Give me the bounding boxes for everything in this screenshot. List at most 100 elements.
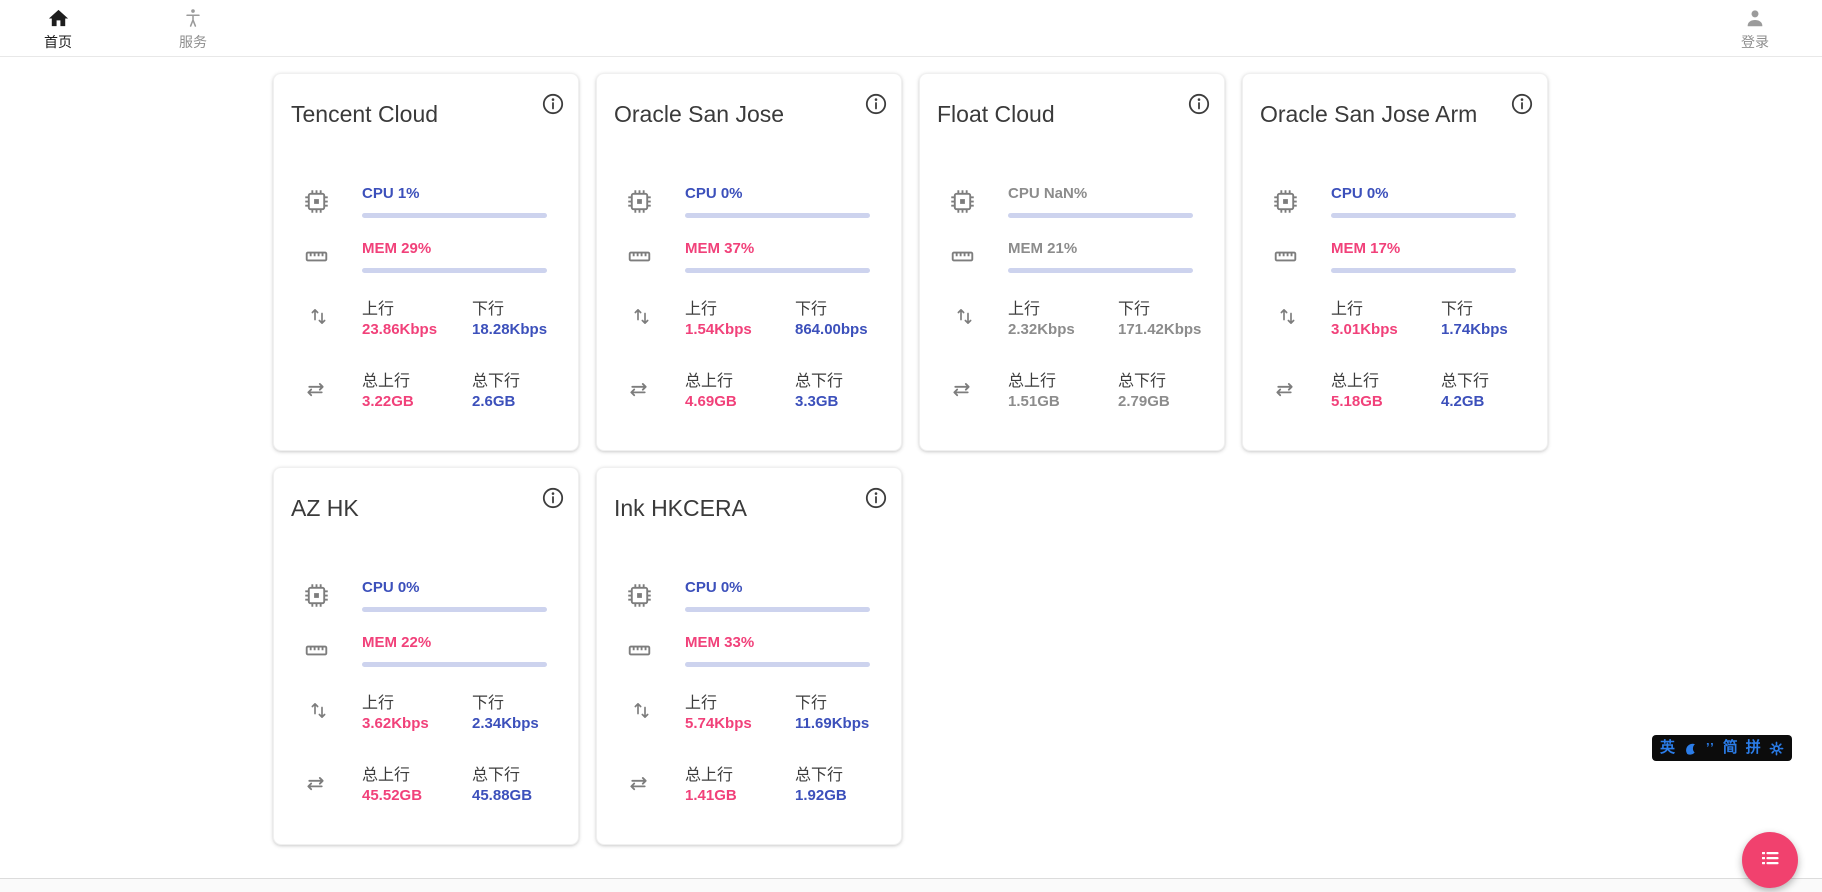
info-button[interactable] [1509, 93, 1535, 119]
info-button[interactable] [540, 487, 566, 513]
left-right-arrows-icon [304, 772, 327, 800]
cpu-progress-bar [362, 213, 547, 218]
total-download-label: 总下行 [1441, 373, 1490, 390]
nav-item-services[interactable]: 服务 [169, 0, 217, 52]
server-card-title: Oracle San Jose Arm [1260, 101, 1478, 127]
cpu-usage-label: CPU 0% [685, 579, 743, 596]
server-card: Ink HKCERA CPU 0% MEM 33% [596, 467, 902, 845]
ruler-icon [1273, 244, 1298, 274]
mem-progress-bar [1008, 268, 1193, 273]
ruler-icon [627, 244, 652, 274]
info-button[interactable] [863, 487, 889, 513]
server-card: Tencent Cloud CPU 1% MEM 29% [273, 73, 579, 451]
top-nav: 首页 服务 登录 [0, 0, 1822, 57]
left-right-arrows-icon [950, 378, 973, 406]
total-download-label: 总下行 [472, 767, 521, 784]
download-value: 11.69Kbps [795, 715, 870, 732]
total-download-value: 4.2GB [1441, 393, 1485, 410]
total-upload-value: 1.51GB [1008, 393, 1060, 410]
total-upload-label: 总上行 [685, 767, 734, 784]
up-down-arrows-icon [308, 306, 329, 332]
upload-label: 上行 [362, 695, 395, 712]
cpu-usage-label: CPU 0% [1331, 185, 1389, 202]
ime-punctuation-mode[interactable]: ’’ [1706, 740, 1715, 755]
ime-english-mode[interactable]: 英 [1660, 739, 1676, 756]
total-download-label: 总下行 [1118, 373, 1167, 390]
info-button[interactable] [863, 93, 889, 119]
nav-item-login[interactable]: 登录 [1731, 0, 1779, 52]
server-list-fab[interactable] [1742, 832, 1798, 888]
total-upload-value: 4.69GB [685, 393, 737, 410]
ime-pinyin-mode[interactable]: 拼 [1745, 739, 1761, 756]
cpu-progress-bar [1008, 213, 1193, 218]
info-button[interactable] [1186, 93, 1212, 119]
chip-icon [950, 189, 975, 219]
info-outline-icon [541, 486, 565, 515]
total-download-label: 总下行 [472, 373, 521, 390]
mem-progress-bar [1331, 268, 1516, 273]
download-label: 下行 [472, 695, 505, 712]
chip-icon [627, 583, 652, 613]
up-down-arrows-icon [631, 700, 652, 726]
download-label: 下行 [1441, 301, 1474, 318]
left-right-arrows-icon [627, 772, 650, 800]
up-down-arrows-icon [308, 700, 329, 726]
download-label: 下行 [472, 301, 505, 318]
mem-usage-label: MEM 21% [1008, 240, 1078, 257]
info-button[interactable] [540, 93, 566, 119]
cpu-progress-bar [362, 607, 547, 612]
nav-login-label: 登录 [1741, 34, 1769, 50]
server-card: AZ HK CPU 0% MEM 22% [273, 467, 579, 845]
total-upload-label: 总上行 [362, 767, 411, 784]
nav-home-label: 首页 [44, 34, 72, 50]
accessibility-person-icon [182, 5, 204, 31]
upload-label: 上行 [1008, 301, 1041, 318]
nav-services-label: 服务 [179, 34, 207, 50]
moon-icon[interactable] [1683, 741, 1698, 756]
download-label: 下行 [795, 695, 828, 712]
upload-label: 上行 [1331, 301, 1364, 318]
ime-simplified-mode[interactable]: 简 [1722, 739, 1738, 756]
server-card-title: Tencent Cloud [291, 101, 439, 127]
cpu-progress-bar [685, 607, 870, 612]
left-right-arrows-icon [304, 378, 327, 406]
mem-usage-label: MEM 17% [1331, 240, 1401, 257]
chip-icon [627, 189, 652, 219]
mem-progress-bar [685, 662, 870, 667]
mem-usage-label: MEM 22% [362, 634, 432, 651]
ruler-icon [950, 244, 975, 274]
server-card-title: Oracle San Jose [614, 101, 785, 127]
upload-value: 23.86Kbps [362, 321, 438, 338]
footer-divider [0, 878, 1822, 892]
total-upload-value: 5.18GB [1331, 393, 1383, 410]
cards-grid: Tencent Cloud CPU 1% MEM 29% [273, 73, 1822, 845]
upload-value: 2.32Kbps [1008, 321, 1075, 338]
total-upload-label: 总上行 [1008, 373, 1057, 390]
total-upload-label: 总上行 [685, 373, 734, 390]
download-label: 下行 [1118, 301, 1151, 318]
download-value: 864.00bps [795, 321, 868, 338]
mem-progress-bar [362, 268, 547, 273]
download-value: 2.34Kbps [472, 715, 539, 732]
mem-progress-bar [362, 662, 547, 667]
upload-value: 1.54Kbps [685, 321, 752, 338]
cpu-usage-label: CPU 1% [362, 185, 420, 202]
mem-usage-label: MEM 29% [362, 240, 432, 257]
info-outline-icon [541, 92, 565, 121]
person-icon [1744, 5, 1766, 31]
upload-label: 上行 [685, 695, 718, 712]
left-right-arrows-icon [627, 378, 650, 406]
total-upload-value: 1.41GB [685, 787, 737, 804]
cpu-progress-bar [1331, 213, 1516, 218]
server-card: Float Cloud CPU NaN% MEM 21% [919, 73, 1225, 451]
up-down-arrows-icon [954, 306, 975, 332]
total-upload-label: 总上行 [1331, 373, 1380, 390]
total-download-value: 1.92GB [795, 787, 847, 804]
nav-item-home[interactable]: 首页 [34, 0, 82, 52]
cpu-usage-label: CPU NaN% [1008, 185, 1088, 202]
mem-usage-label: MEM 33% [685, 634, 755, 651]
info-outline-icon [1510, 92, 1534, 121]
server-card: Oracle San Jose Arm CPU 0% MEM 17% [1242, 73, 1548, 451]
gear-icon[interactable] [1769, 741, 1784, 756]
bulleted-list-icon [1758, 846, 1782, 875]
